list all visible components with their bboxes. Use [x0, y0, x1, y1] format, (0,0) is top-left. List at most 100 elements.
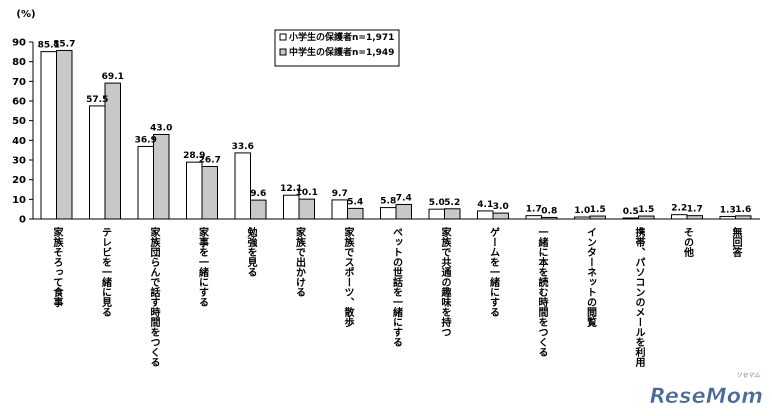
bar-elementary — [234, 152, 251, 220]
bar-elementary — [380, 207, 397, 220]
data-label: 5.8 — [380, 197, 396, 207]
category-labels: 家族そろって食事 テレビを一緒に見る 家族団らんで話す時間をつくる 家事を一緒にする 勉… — [51, 226, 743, 368]
category-label: 一緒に本を読む時間をつくる — [536, 227, 548, 357]
bar-junior-high — [298, 198, 315, 220]
watermark-kana: リセマム — [736, 372, 760, 379]
bar-junior-high — [541, 216, 558, 220]
bar-junior-high — [56, 49, 73, 220]
bar-elementary — [719, 215, 736, 220]
legend-entry: 中学生の保護者n=1,949 — [289, 46, 394, 58]
y-tick-label: 10 — [12, 195, 26, 206]
category-label: 携帯、パソコンのメールを利用 — [633, 226, 646, 368]
bar-elementary — [477, 210, 494, 220]
data-label: 36.9 — [135, 135, 157, 145]
bar-elementary — [428, 208, 445, 220]
data-label: 1.5 — [590, 205, 606, 215]
category-label: 家族そろって食事 — [51, 226, 64, 308]
category-label: 勉強を見る — [245, 226, 258, 277]
y-tick-label: 70 — [12, 77, 26, 88]
category-label: ゲームを一緒にする — [488, 226, 500, 317]
bar-junior-high — [347, 207, 364, 220]
data-label: 1.6 — [735, 205, 751, 215]
data-label: 0.8 — [541, 206, 557, 216]
data-label: 12.1 — [280, 184, 302, 194]
bar-elementary — [283, 194, 300, 220]
data-label: 0.5 — [623, 207, 639, 217]
bars — [40, 49, 752, 220]
data-label: 85.7 — [53, 39, 75, 49]
bar-elementary — [574, 216, 591, 220]
y-tick-label: 60 — [12, 97, 26, 108]
legend: 小学生の保護者n=1,971 中学生の保護者n=1,949 — [274, 29, 400, 67]
bar-junior-high — [589, 215, 606, 220]
data-label: 9.7 — [332, 189, 348, 199]
legend-swatch — [279, 48, 287, 56]
data-label: 2.2 — [671, 204, 687, 214]
bar-junior-high — [201, 165, 218, 220]
data-label: 10.1 — [296, 188, 318, 198]
bar-junior-high — [395, 203, 412, 220]
category-label: ペットの世話を一緒にする — [391, 227, 403, 347]
category-label: 無回答 — [730, 226, 743, 258]
y-tick-label: 50 — [12, 116, 26, 127]
y-tick-label: 0 — [19, 215, 26, 226]
y-axis-ticks: 0 10 20 30 40 50 60 70 80 90 — [12, 38, 33, 226]
data-label: 85.1 — [38, 41, 60, 51]
y-tick-label: 30 — [12, 156, 26, 167]
bar-elementary — [622, 217, 639, 220]
y-axis-unit: (%) — [16, 9, 35, 20]
bar-elementary — [331, 199, 348, 220]
data-label: 1.7 — [526, 205, 542, 215]
data-label: 33.6 — [232, 142, 254, 152]
data-label: 3.0 — [493, 202, 509, 212]
category-label: インターネットの閲覧 — [585, 227, 598, 328]
data-label: 1.3 — [720, 205, 736, 215]
data-label: 5.4 — [347, 197, 363, 207]
category-label: 家族でスポーツ、散歩 — [342, 226, 354, 328]
bar-junior-high — [153, 133, 170, 220]
data-label: 28.9 — [183, 151, 205, 161]
legend-box — [274, 29, 400, 67]
bar-elementary — [40, 51, 57, 220]
resemom-watermark: リセマム ReseMom — [649, 372, 763, 408]
y-tick-label: 80 — [12, 57, 26, 68]
data-label: 26.7 — [199, 155, 221, 165]
data-label: 9.6 — [250, 189, 266, 199]
bar-junior-high — [104, 82, 121, 220]
data-label: 5.0 — [429, 198, 445, 208]
bar-junior-high — [444, 208, 461, 220]
category-label: その他 — [682, 227, 695, 258]
bar-elementary — [89, 105, 106, 220]
category-label: 家事を一緒にする — [197, 226, 209, 307]
legend-entry: 小学生の保護者n=1,971 — [288, 31, 394, 43]
value-labels: 85.185.7 57.5 69.1 36.9 43.0 28.926.7 33.6 9.6 1… — [38, 39, 752, 217]
data-label: 1.0 — [574, 206, 590, 216]
category-label: 家族団らんで話す時間をつくる — [148, 226, 160, 367]
category-label: 家族で出かける — [294, 226, 306, 297]
category-label: 家族で共通の趣味を持つ — [439, 226, 452, 337]
bar-elementary — [525, 215, 542, 220]
watermark-brand: ReseMom — [650, 384, 763, 408]
data-label: 1.5 — [638, 205, 654, 215]
bar-elementary — [671, 214, 688, 220]
data-label: 4.1 — [477, 200, 493, 210]
y-tick-label: 20 — [12, 175, 26, 186]
data-label: 43.0 — [150, 123, 172, 133]
y-tick-label: 40 — [12, 136, 26, 147]
bar-junior-high — [492, 212, 509, 220]
bar-elementary — [186, 161, 203, 220]
data-label: 7.4 — [396, 193, 412, 203]
bar-junior-high — [638, 215, 655, 220]
y-tick-label: 90 — [12, 38, 26, 49]
category-label: テレビを一緒に見る — [100, 227, 113, 317]
bar-junior-high — [735, 215, 752, 220]
data-label: 5.2 — [444, 198, 460, 208]
bar-junior-high — [686, 215, 703, 220]
legend-swatch — [279, 33, 287, 41]
bar-elementary — [137, 145, 154, 220]
bar-junior-high — [250, 199, 267, 220]
data-label: 1.7 — [687, 205, 703, 215]
data-label: 69.1 — [102, 72, 124, 82]
data-label: 57.5 — [86, 95, 108, 105]
